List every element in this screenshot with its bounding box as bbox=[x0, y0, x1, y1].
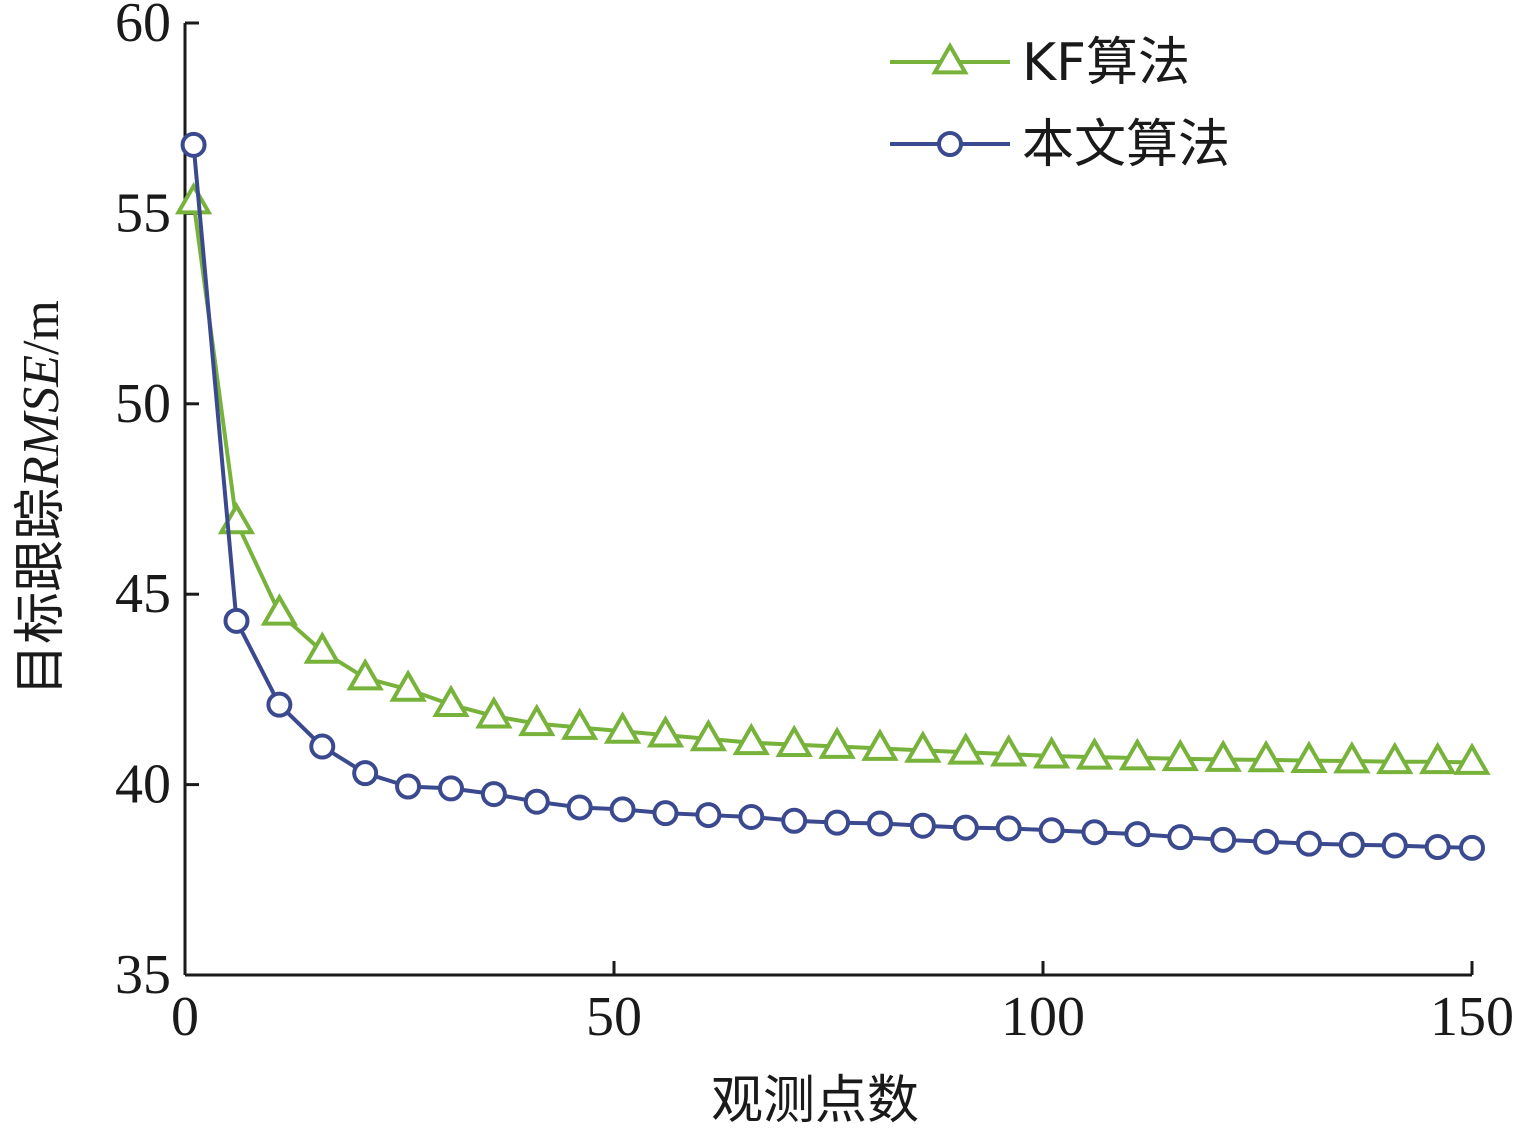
legend-marker-triangle bbox=[931, 41, 969, 75]
data-point-triangle bbox=[1161, 738, 1199, 772]
series-proposed bbox=[180, 131, 1485, 861]
data-point-triangle bbox=[475, 696, 513, 729]
data-point-triangle bbox=[1419, 741, 1457, 775]
data-point-triangle bbox=[732, 722, 770, 756]
data-point-circle bbox=[1424, 834, 1451, 861]
data-point-circle bbox=[1295, 830, 1322, 857]
data-point-circle bbox=[909, 812, 936, 839]
legend-label: KF算法 bbox=[1022, 33, 1190, 93]
data-point-circle bbox=[1381, 832, 1408, 859]
series-line bbox=[191, 201, 1473, 765]
data-point-triangle bbox=[346, 657, 384, 691]
data-point-circle bbox=[824, 809, 851, 836]
data-point-triangle bbox=[904, 730, 942, 763]
data-point-circle bbox=[309, 733, 336, 760]
data-point-circle bbox=[1459, 834, 1485, 861]
data-point-triangle bbox=[1204, 739, 1242, 772]
data-point-circle bbox=[609, 796, 636, 823]
data-point-triangle bbox=[947, 732, 985, 765]
data-point-triangle bbox=[603, 711, 642, 744]
series-kf bbox=[174, 181, 1491, 775]
data-point-triangle bbox=[432, 684, 470, 718]
data-point-circle bbox=[180, 131, 207, 158]
data-point-triangle bbox=[561, 707, 599, 740]
data-point-circle bbox=[1210, 826, 1237, 853]
data-point-circle bbox=[523, 788, 550, 815]
data-point-triangle bbox=[1247, 739, 1285, 773]
y-axis-label-rmse: RMSE bbox=[13, 355, 70, 489]
data-point-circle bbox=[1038, 817, 1065, 844]
data-point-circle bbox=[781, 807, 808, 834]
y-tick-label: 40 bbox=[115, 754, 171, 816]
axes: 35 40 45 50 55 60 0 50 100 150 bbox=[115, 0, 1514, 1048]
data-point-triangle bbox=[1075, 737, 1114, 770]
data-point-circle bbox=[1338, 831, 1365, 858]
data-point-triangle bbox=[1032, 736, 1071, 769]
data-point-circle bbox=[566, 794, 593, 821]
data-point-circle bbox=[738, 803, 765, 830]
data-point-circle bbox=[952, 814, 979, 841]
x-axis-label: 观测点数 bbox=[711, 1071, 919, 1131]
data-point-circle bbox=[1124, 821, 1151, 848]
data-point-circle bbox=[437, 775, 464, 802]
y-tick-label: 60 bbox=[115, 0, 171, 54]
data-point-triangle bbox=[260, 593, 299, 626]
data-point-triangle bbox=[689, 718, 728, 752]
y-axis-label: 目标跟踪RMSE/m bbox=[11, 300, 71, 696]
data-point-triangle bbox=[1118, 737, 1157, 771]
data-point-triangle bbox=[174, 181, 213, 215]
data-point-circle bbox=[352, 760, 379, 787]
data-point-triangle bbox=[818, 726, 856, 759]
y-tick-label: 35 bbox=[115, 944, 171, 1006]
legend-item-kf: KF算法 bbox=[890, 33, 1190, 93]
data-point-circle bbox=[266, 691, 293, 718]
series-layer bbox=[174, 131, 1491, 861]
data-point-circle bbox=[995, 815, 1022, 842]
legend-item-proposed: 本文算法 bbox=[890, 115, 1230, 175]
data-point-triangle bbox=[646, 715, 685, 748]
data-point-triangle bbox=[861, 728, 899, 761]
data-point-circle bbox=[866, 810, 893, 837]
data-point-circle bbox=[1167, 824, 1194, 851]
data-point-triangle bbox=[775, 724, 813, 758]
y-axis-label-unit: /m bbox=[13, 300, 70, 355]
data-point-triangle bbox=[389, 669, 427, 702]
data-point-triangle bbox=[518, 703, 556, 737]
x-tick-label: 50 bbox=[586, 986, 642, 1048]
data-point-circle bbox=[223, 607, 250, 634]
data-point-circle bbox=[1081, 819, 1108, 846]
data-point-triangle bbox=[1453, 742, 1491, 775]
y-tick-label: 55 bbox=[115, 182, 171, 244]
y-axis-label-prefix: 目标跟踪 bbox=[11, 488, 71, 696]
y-tick-label: 50 bbox=[115, 373, 171, 435]
y-tick-label: 45 bbox=[115, 563, 171, 625]
data-point-triangle bbox=[1290, 740, 1328, 774]
x-tick-label: 150 bbox=[1430, 986, 1514, 1048]
x-tick-label: 100 bbox=[1001, 986, 1085, 1048]
data-point-circle bbox=[652, 800, 679, 827]
data-point-circle bbox=[395, 773, 422, 800]
legend-label: 本文算法 bbox=[1022, 115, 1230, 175]
x-tick-label: 0 bbox=[171, 986, 199, 1048]
legend-marker-circle bbox=[937, 131, 963, 157]
data-point-triangle bbox=[1333, 740, 1371, 774]
data-point-triangle bbox=[303, 631, 341, 664]
data-point-circle bbox=[480, 781, 507, 808]
data-point-circle bbox=[695, 802, 722, 829]
data-point-circle bbox=[1253, 828, 1280, 855]
data-point-triangle bbox=[990, 734, 1028, 767]
data-point-triangle bbox=[1376, 741, 1414, 775]
